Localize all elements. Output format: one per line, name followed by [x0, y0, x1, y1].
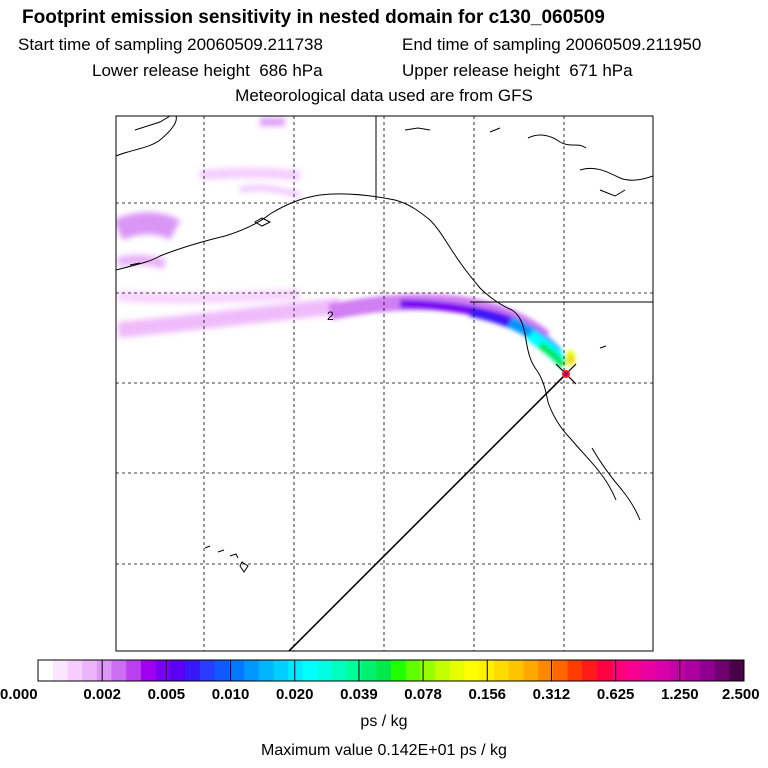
- colorbar: [37, 659, 745, 682]
- colorbar-swatch: [435, 660, 451, 681]
- colorbar-swatch: [596, 660, 613, 681]
- map-frame: [115, 115, 654, 652]
- upper-release-height-text: Upper release height 671 hPa: [402, 61, 633, 80]
- colorbar-tick-label: 0.002: [83, 686, 121, 703]
- footprint-plume: [116, 118, 575, 369]
- colorbar-tick-label: 0.312: [532, 686, 571, 703]
- release-point-star-icon: [555, 363, 577, 385]
- colorbar-swatch: [449, 660, 466, 681]
- colorbar-swatch: [670, 660, 686, 681]
- colorbar-swatch: [82, 660, 98, 681]
- colorbar-swatch: [464, 660, 480, 681]
- colorbar-swatch: [243, 660, 260, 681]
- page-title: Footprint emission sensitivity in nested…: [22, 7, 605, 28]
- colorbar-tick-label: 0.000: [0, 686, 38, 703]
- colorbar-swatch: [273, 660, 289, 681]
- colorbar-tick-label: 0.156: [468, 686, 507, 703]
- colorbar-swatch: [140, 660, 157, 681]
- colorbar-swatch: [317, 660, 333, 681]
- colorbar-swatch: [699, 660, 716, 681]
- colorbar-swatch: [126, 660, 142, 681]
- flight-track-line: [288, 373, 567, 651]
- colorbar-tick-label: 0.039: [340, 686, 378, 703]
- colorbar-swatch: [420, 660, 436, 681]
- colorbar-swatch: [288, 660, 304, 681]
- colorbar-swatch: [641, 660, 657, 681]
- colorbar-tick-label: 0.010: [211, 686, 250, 703]
- colorbar-tick-label: 1.250: [661, 686, 699, 703]
- graticule: [116, 116, 653, 651]
- colorbar-swatch: [185, 660, 201, 681]
- colorbar-swatch: [67, 660, 83, 681]
- met-source-text: Meteorological data used are from GFS: [235, 86, 533, 105]
- colorbar-swatch: [729, 660, 745, 681]
- colorbar-swatch: [391, 660, 407, 681]
- colorbar-units: ps / kg: [360, 713, 408, 730]
- colorbar-swatch: [626, 660, 642, 681]
- colorbar-swatch: [199, 660, 215, 681]
- colorbar-swatch: [52, 660, 68, 681]
- colorbar-swatch: [229, 660, 245, 681]
- colorbar-swatch: [96, 660, 113, 681]
- colorbar-swatch: [332, 660, 348, 681]
- colorbar-swatch: [582, 660, 598, 681]
- colorbar-swatch: [346, 660, 363, 681]
- colorbar-swatch: [685, 660, 701, 681]
- sampling-end-text: End time of sampling 20060509.211950: [402, 35, 702, 54]
- colorbar-swatch: [714, 660, 730, 681]
- colorbar-tick-label: 0.078: [404, 686, 442, 703]
- colorbar-tick-label: 0.625: [596, 686, 635, 703]
- colorbar-tick-label: 2.500: [722, 686, 760, 703]
- colorbar-swatch: [302, 660, 318, 681]
- colorbar-swatch: [567, 660, 583, 681]
- colorbar-swatch: [508, 660, 524, 681]
- colorbar-swatch: [111, 660, 127, 681]
- colorbar-swatch: [155, 660, 171, 681]
- contour-label: 2: [327, 309, 334, 323]
- sampling-start-text: Start time of sampling 20060509.211738: [18, 35, 323, 54]
- colorbar-swatch: [170, 660, 186, 681]
- colorbar-swatch: [376, 660, 392, 681]
- colorbar-swatch: [493, 660, 510, 681]
- colorbar-swatch: [655, 660, 671, 681]
- maximum-value-text: Maximum value 0.142E+01 ps / kg: [261, 742, 507, 759]
- lower-release-height-text: Lower release height 686 hPa: [92, 61, 323, 80]
- colorbar-swatch: [38, 660, 54, 681]
- colorbar-swatch: [258, 660, 274, 681]
- colorbar-swatch: [405, 660, 421, 681]
- colorbar-swatch: [538, 660, 554, 681]
- colorbar-swatch: [611, 660, 627, 681]
- colorbar-swatch: [214, 660, 230, 681]
- colorbar-tick-label: 0.020: [275, 686, 314, 703]
- coastlines: [116, 116, 653, 573]
- colorbar-swatch: [523, 660, 539, 681]
- colorbar-swatch: [361, 660, 377, 681]
- colorbar-tick-label: 0.005: [147, 686, 186, 703]
- colorbar-swatch: [552, 660, 568, 681]
